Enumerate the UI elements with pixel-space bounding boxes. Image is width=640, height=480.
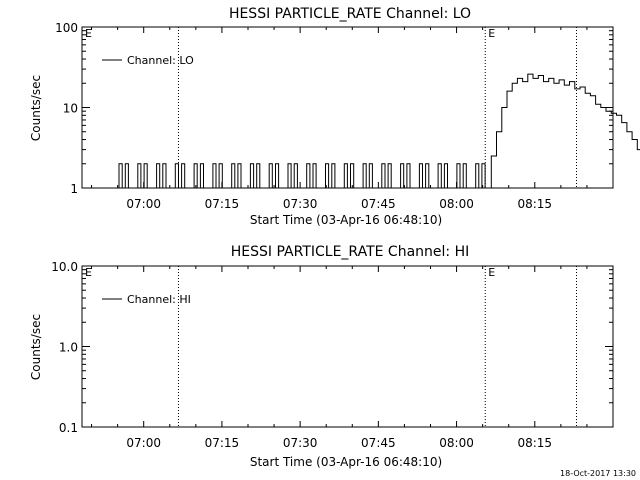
y-tick-label: 100 [55,21,78,35]
y-ticks: 0.1 1.0 10.0 [51,260,613,435]
plot-frame [81,265,614,428]
legend: Channel: HI [102,293,191,306]
panel-hi-channel: HESSI PARTICLE_RATE Channel: HI Counts/s… [29,244,614,469]
y-tick-label: 10 [63,102,78,116]
event-marker-label: E [488,266,495,279]
y-tick-label: 1.0 [59,341,78,355]
x-tick-label: 07:00 [126,436,161,450]
y-ticks: 1 10 100 [55,21,613,196]
x-axis-label: Start Time (03-Apr-16 06:48:10) [250,213,442,227]
x-axis-label: Start Time (03-Apr-16 06:48:10) [250,455,442,469]
x-tick-label: 07:30 [283,436,318,450]
legend: Channel: LO [102,54,194,67]
x-ticks: 07:00 07:15 07:30 07:45 08:00 08:15 [91,27,588,211]
event-marker-label: E [85,27,92,40]
event-marker-label: E [488,27,495,40]
footer-timestamp: 18-Oct-2017 13:30 [560,469,636,478]
x-tick-label: 08:00 [439,197,474,211]
x-tick-label: 07:15 [205,197,240,211]
y-tick-label: 0.1 [59,421,78,435]
x-tick-label: 07:45 [361,436,396,450]
legend-label: Channel: LO [127,54,194,67]
x-tick-label: 07:45 [361,197,396,211]
y-tick-label: 10.0 [51,260,78,274]
event-marker-label: E [85,266,92,279]
x-tick-label: 07:00 [126,197,161,211]
y-axis-label: Counts/sec [29,75,43,141]
panel-title: HESSI PARTICLE_RATE Channel: HI [231,244,469,260]
x-tick-label: 08:15 [517,197,552,211]
x-ticks: 07:00 07:15 07:30 07:45 08:00 08:15 [91,266,588,450]
y-tick-label: 1 [70,182,78,196]
y-axis-label: Counts/sec [29,314,43,380]
series-lines [115,73,640,189]
event-markers: EE [85,27,577,188]
event-markers: EE [85,266,577,427]
series-line-0 [115,73,640,189]
x-tick-label: 08:00 [439,436,474,450]
legend-label: Channel: HI [127,293,191,306]
panel-lo-channel: HESSI PARTICLE_RATE Channel: LO Counts/s… [29,6,640,227]
panel-title: HESSI PARTICLE_RATE Channel: LO [229,6,471,22]
x-tick-label: 07:15 [205,436,240,450]
x-tick-label: 07:30 [283,197,318,211]
x-tick-label: 08:15 [517,436,552,450]
